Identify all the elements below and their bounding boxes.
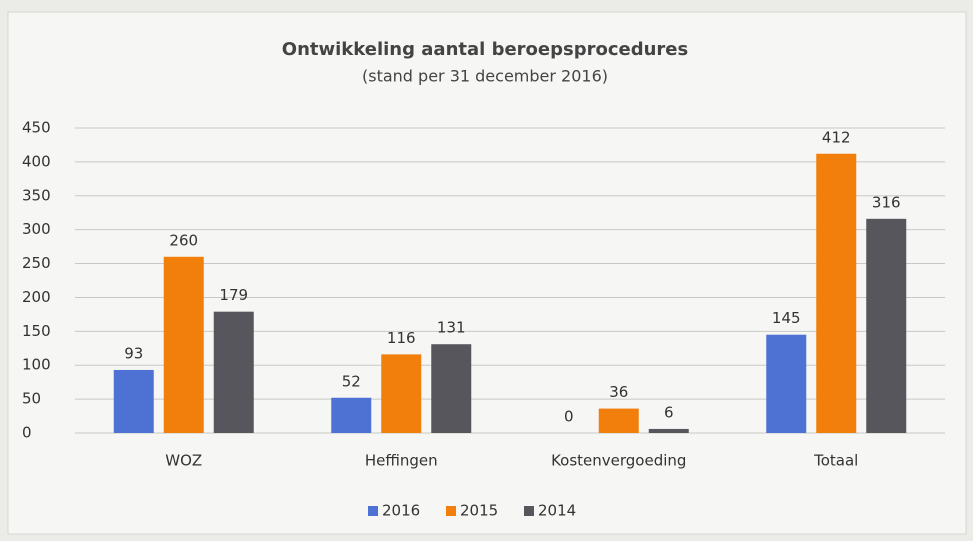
data-label: 179 [219, 286, 248, 304]
bar [213, 311, 254, 433]
bar [331, 397, 372, 433]
legend-swatch [446, 506, 456, 516]
legend-label: 2015 [460, 502, 498, 520]
y-tick-label: 300 [22, 220, 51, 238]
data-label: 6 [664, 403, 674, 421]
data-label: 316 [872, 193, 901, 211]
data-label: 145 [772, 309, 801, 327]
bar [163, 256, 204, 433]
y-tick-label: 150 [22, 322, 51, 340]
y-tick-label: 350 [22, 186, 51, 204]
chart-title: Ontwikkeling aantal beroepsprocedures [282, 39, 688, 60]
data-label: 412 [822, 128, 851, 146]
legend-label: 2014 [538, 502, 576, 520]
y-tick-label: 0 [22, 424, 32, 442]
bar [381, 354, 422, 433]
x-tick-label: WOZ [165, 452, 202, 470]
x-tick-label: Kostenvergoeding [551, 452, 686, 470]
data-label: 260 [169, 231, 198, 249]
legend-swatch [524, 506, 534, 516]
y-tick-label: 400 [22, 152, 51, 170]
data-label: 116 [387, 329, 416, 347]
y-tick-label: 50 [22, 390, 41, 408]
legend-swatch [368, 506, 378, 516]
data-label: 52 [342, 372, 361, 390]
bar [648, 428, 689, 433]
y-tick-label: 250 [22, 254, 51, 272]
y-tick-label: 200 [22, 288, 51, 306]
legend-label: 2016 [382, 502, 420, 520]
data-label: 131 [437, 319, 466, 337]
bar [113, 369, 154, 433]
x-tick-label: Heffingen [365, 452, 438, 470]
bar [431, 344, 472, 433]
y-tick-label: 100 [22, 356, 51, 374]
data-label: 0 [564, 408, 574, 426]
x-tick-label: Totaal [813, 452, 858, 470]
bar [766, 334, 807, 433]
data-label: 36 [609, 383, 628, 401]
bar [866, 218, 907, 433]
y-tick-label: 450 [22, 119, 51, 137]
data-label: 93 [124, 344, 143, 362]
bar [598, 408, 639, 433]
chart-subtitle: (stand per 31 december 2016) [362, 67, 608, 86]
bar [816, 153, 857, 433]
